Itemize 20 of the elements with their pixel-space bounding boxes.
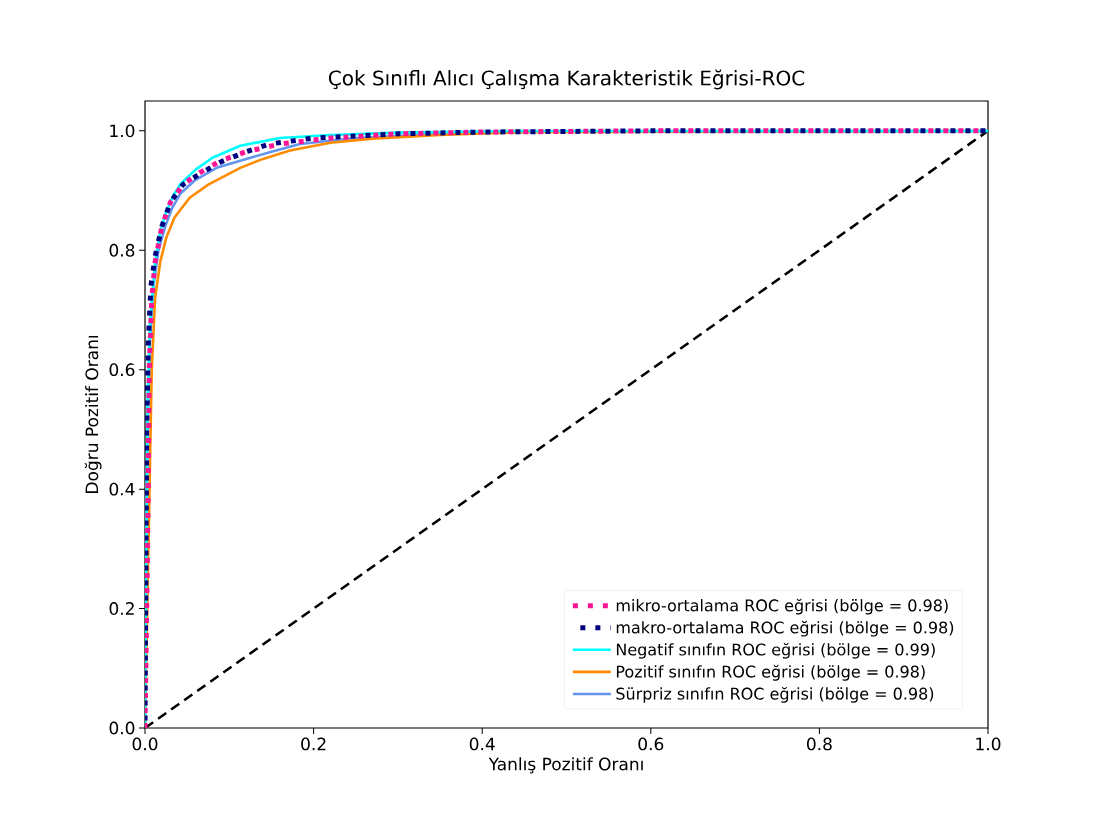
- x-tick-label: 0.4: [469, 737, 495, 751]
- legend-label: Negatif sınıfın ROC eğrisi (bölge = 0.99): [616, 642, 935, 659]
- y-tick-label: 0.0: [109, 721, 135, 735]
- x-tick-label: 0.0: [132, 737, 158, 751]
- y-tick-label: 0.8: [109, 243, 135, 257]
- x-tick-label: 0.8: [807, 737, 832, 751]
- y-tick-label: 0.6: [109, 363, 135, 377]
- legend-label: mikro-ortalama ROC eğrisi (bölge = 0.98): [616, 598, 948, 615]
- x-axis-title: Yanlış Pozitif Oranı: [488, 757, 643, 774]
- chart-title: Çok Sınıflı Alıcı Çalışma Karakteristik Eğrisi-ROC: [328, 69, 805, 90]
- y-tick-label: 1.0: [110, 124, 135, 138]
- x-tick-label: 1.0: [976, 737, 1001, 751]
- y-tick-label: 0.2: [109, 602, 134, 615]
- y-axis-title: Doğru Pozitif Oranı: [84, 335, 102, 493]
- x-tick-label: 0.2: [301, 737, 326, 751]
- x-tick-label: 0.6: [638, 737, 664, 751]
- y-tick-label: 0.4: [109, 482, 135, 496]
- legend-label: Pozitif sınıfın ROC eğrisi (bölge = 0.98): [616, 664, 925, 681]
- legend-label: makro-ortalama ROC eğrisi (bölge = 0.98): [616, 620, 954, 637]
- legend-label: Sürpriz sınıfın ROC eğrisi (bölge = 0.98): [616, 686, 934, 703]
